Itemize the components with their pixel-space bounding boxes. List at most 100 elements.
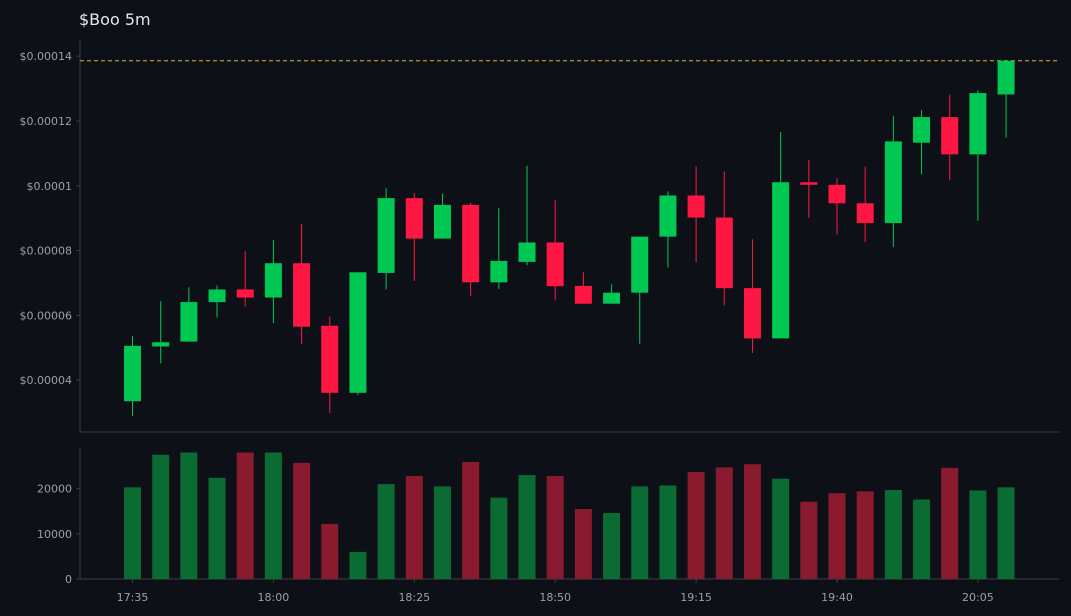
- volume-bar: [884, 490, 902, 579]
- candle-body: [913, 117, 931, 143]
- candle-body: [969, 93, 987, 155]
- volume-bar: [828, 493, 846, 579]
- volume-bar: [518, 475, 536, 579]
- candle: [603, 284, 621, 304]
- candle: [152, 301, 170, 364]
- x-tick-label: 19:40: [821, 591, 853, 604]
- volume-bar: [321, 523, 339, 579]
- volume-bar: [603, 513, 621, 579]
- volume-y-tick-label: 20000: [37, 483, 72, 496]
- volume-bar: [574, 508, 592, 579]
- volume-bar: [264, 452, 282, 579]
- candle: [969, 90, 987, 221]
- candle: [997, 60, 1015, 138]
- candle-body: [828, 184, 846, 204]
- candle-body: [264, 263, 282, 298]
- candle-body: [152, 342, 170, 347]
- candle-body: [603, 292, 621, 304]
- candle: [264, 239, 282, 324]
- volume-bar: [293, 462, 311, 579]
- candle-body: [856, 203, 874, 224]
- x-tick-label: 20:05: [962, 591, 994, 604]
- candle: [659, 191, 677, 268]
- volume-bar: [236, 452, 254, 579]
- volume-bar: [772, 478, 790, 579]
- candle: [377, 188, 395, 290]
- candle-body: [659, 195, 677, 237]
- candle: [546, 200, 564, 301]
- candle-body: [124, 345, 141, 402]
- candle: [687, 166, 705, 263]
- candle-body: [800, 182, 818, 185]
- volume-bar: [631, 486, 649, 579]
- x-tick-label: 19:15: [680, 591, 712, 604]
- x-tick-label: 18:25: [398, 591, 430, 604]
- candle: [462, 202, 480, 296]
- candle-body: [631, 236, 649, 293]
- candle-body: [293, 263, 311, 327]
- volume-bar: [490, 497, 508, 579]
- candle-body: [180, 302, 198, 342]
- candle-body: [574, 285, 592, 304]
- candle-body: [377, 198, 395, 273]
- candle-body: [208, 289, 226, 303]
- volume-bar: [969, 490, 987, 579]
- candle-body: [546, 242, 564, 287]
- candle: [321, 316, 339, 413]
- candle-body: [518, 242, 536, 262]
- candle-body: [321, 325, 339, 393]
- volume-bar: [856, 491, 874, 579]
- volume-bar: [208, 477, 226, 579]
- candle: [349, 272, 367, 396]
- candle: [743, 239, 761, 353]
- candle-body: [997, 60, 1015, 95]
- price-y-tick-label: $0.00006: [20, 309, 73, 322]
- volume-bar: [800, 501, 818, 579]
- candle: [884, 115, 902, 248]
- volume-y-tick-label: 10000: [37, 528, 72, 541]
- volume-bar: [546, 476, 564, 579]
- candle: [913, 109, 931, 175]
- candle: [715, 171, 733, 306]
- candle-body: [349, 272, 367, 393]
- volume-bar: [180, 452, 198, 579]
- volume-bar: [405, 476, 423, 579]
- volume-bar: [913, 499, 931, 579]
- candle: [800, 159, 818, 218]
- volume-panel: 0 10000 20000 17:35 18:00 18:25 18:50 19:15 19:4…: [37, 448, 1059, 604]
- volume-bar: [715, 467, 733, 579]
- candle-body: [462, 204, 480, 283]
- volume-bar: [997, 487, 1015, 579]
- price-y-tick-label: $0.00012: [20, 115, 73, 128]
- candle: [941, 94, 959, 181]
- candle: [405, 192, 423, 282]
- candle-body: [715, 217, 733, 289]
- x-tick-label: 17:35: [117, 591, 149, 604]
- x-tick-label: 18:50: [539, 591, 571, 604]
- volume-bar: [152, 454, 170, 579]
- volume-bar: [659, 485, 677, 579]
- candle: [293, 223, 311, 345]
- candle: [490, 208, 508, 290]
- volume-bar: [349, 551, 367, 579]
- x-tick-label: 18:00: [258, 591, 290, 604]
- candle-body: [941, 117, 959, 155]
- volume-bar: [743, 464, 761, 579]
- candle: [518, 165, 536, 266]
- candle-body: [687, 195, 705, 218]
- price-y-tick-label: $0.0001: [27, 180, 73, 193]
- candle: [856, 166, 874, 243]
- candle-body: [490, 260, 508, 283]
- price-panel: $0.00004 $0.00006 $0.00008 $0.0001 $0.00012 $…: [20, 40, 1059, 433]
- chart-title: $Boo 5m: [79, 10, 151, 29]
- price-y-tick-label: $0.00008: [20, 245, 73, 258]
- volume-bar: [124, 487, 141, 579]
- candle: [433, 193, 451, 239]
- volume-bar: [433, 486, 451, 579]
- candle-body: [236, 289, 254, 298]
- price-y-tick-label: $0.00004: [20, 374, 73, 387]
- candle-body: [772, 182, 790, 339]
- candle: [828, 178, 846, 235]
- price-y-tick-label: $0.00014: [20, 50, 73, 63]
